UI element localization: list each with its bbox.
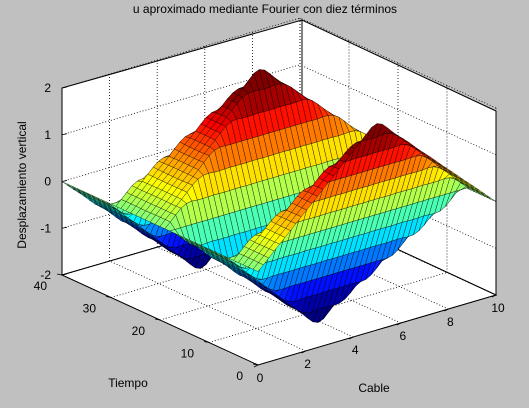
x-tick-label: 2 bbox=[304, 357, 311, 371]
y-tick bbox=[252, 363, 259, 366]
y-tick-label: 10 bbox=[181, 347, 195, 361]
z-tick bbox=[61, 133, 68, 136]
x-tick-label: 8 bbox=[447, 315, 454, 329]
y-tick bbox=[56, 273, 63, 276]
z-tick bbox=[61, 273, 68, 276]
surface-patch bbox=[485, 195, 497, 202]
x-axis-label: Cable bbox=[358, 381, 390, 395]
y-tick bbox=[203, 341, 210, 343]
z-axis-label: Desplazamiento vertical bbox=[15, 121, 29, 248]
x-tick bbox=[301, 350, 306, 354]
y-tick-label: 20 bbox=[132, 324, 146, 338]
x-tick bbox=[349, 336, 354, 340]
x-tick-label: 10 bbox=[491, 301, 505, 315]
z-tick bbox=[61, 226, 68, 229]
y-tick-label: 0 bbox=[236, 369, 243, 383]
x-tick bbox=[253, 364, 259, 368]
x-tick-label: 4 bbox=[352, 343, 359, 357]
x-tick-label: 0 bbox=[257, 371, 264, 385]
y-tick-label: 40 bbox=[34, 279, 48, 293]
surface-plot bbox=[61, 69, 497, 323]
tick-labels: 0 2 4 6 8 10 0 10 20 30 40-2 -1 0 1 2 bbox=[34, 81, 505, 385]
axis-ticks bbox=[56, 86, 497, 368]
z-tick-label: 2 bbox=[44, 81, 51, 95]
x-tick bbox=[396, 322, 401, 326]
chart-title: u aproximado mediante Fourier con diez t… bbox=[133, 2, 397, 16]
y-tick bbox=[105, 296, 112, 298]
z-tick-label: 1 bbox=[44, 128, 51, 142]
z-tick-label: -2 bbox=[40, 268, 51, 282]
z-tick-label: -1 bbox=[40, 221, 51, 235]
x-tick bbox=[444, 308, 449, 312]
y-tick bbox=[154, 318, 161, 321]
z-tick-label: 0 bbox=[44, 175, 51, 189]
x-tick bbox=[491, 294, 497, 298]
y-tick-label: 30 bbox=[83, 302, 97, 316]
z-tick bbox=[61, 180, 68, 182]
x-tick-label: 6 bbox=[399, 329, 406, 343]
z-tick bbox=[61, 86, 68, 89]
y-axis-label: Tiempo bbox=[108, 376, 148, 390]
